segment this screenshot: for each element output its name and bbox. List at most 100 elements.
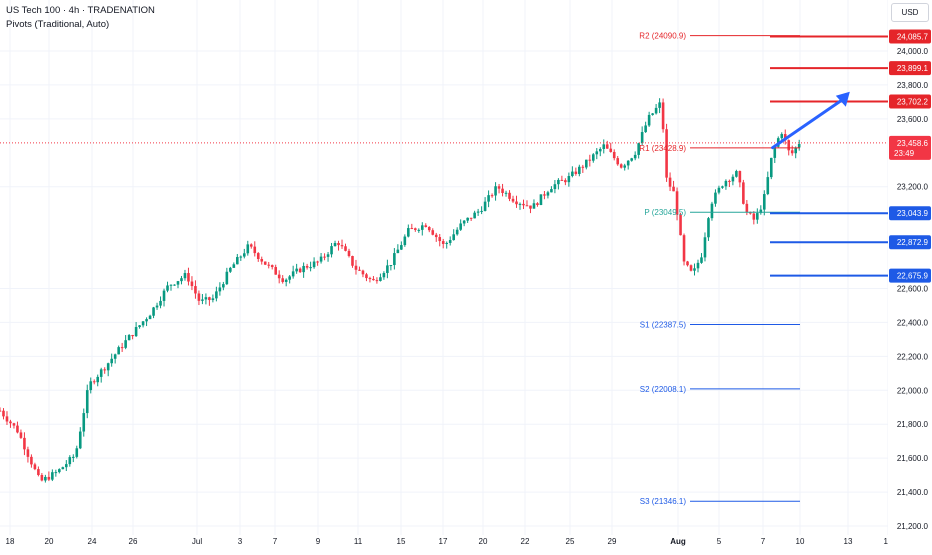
pivot-label: S1 (22387.5) — [640, 321, 687, 330]
candle-body — [110, 358, 113, 364]
candle-body — [661, 102, 665, 130]
candle-body — [330, 246, 333, 255]
candle-body — [459, 223, 462, 230]
candle-body — [201, 299, 204, 301]
candle-body — [291, 271, 295, 277]
candle-body — [696, 262, 700, 269]
candle-body — [790, 150, 794, 154]
candle-body — [134, 327, 138, 337]
candle-body — [361, 270, 365, 275]
candle-body — [68, 457, 72, 465]
candle-body — [162, 290, 166, 301]
candle-body — [26, 449, 30, 457]
candle-body — [131, 335, 134, 337]
candle-body — [347, 250, 351, 257]
candle-body — [316, 261, 319, 263]
candle-body — [448, 240, 452, 243]
candle-body — [89, 381, 93, 391]
x-tick-label: 17 — [439, 537, 448, 546]
candle-body — [208, 297, 211, 301]
candle-body — [47, 476, 51, 480]
candle-body — [173, 284, 176, 286]
symbol-title[interactable]: US Tech 100 · 4h · TRADENATION — [6, 5, 155, 16]
candle-body — [546, 192, 550, 196]
candle-body — [640, 132, 644, 144]
currency-button[interactable]: USD — [891, 3, 929, 22]
current-price-tag — [889, 135, 931, 160]
candle-body — [75, 448, 79, 457]
y-tick-label: 21,600.0 — [897, 454, 929, 463]
up-right-arrow-icon — [835, 91, 850, 107]
y-tick-label: 22,400.0 — [897, 318, 929, 327]
candle-body — [703, 237, 707, 258]
price-axis[interactable]: 24,000.0 23,800.0 23,600.0 23,200.0 22,600.0… — [888, 0, 932, 550]
candle-body — [431, 230, 435, 235]
candle-body — [194, 286, 197, 294]
candle-body — [222, 284, 225, 288]
candle-body — [78, 431, 82, 449]
x-tick-label: 5 — [717, 537, 722, 546]
candle-body — [581, 166, 585, 168]
support-price-tag — [889, 235, 931, 250]
candle-body — [644, 125, 647, 133]
candle-body — [637, 143, 640, 155]
candle-body — [239, 256, 243, 258]
candle-body — [445, 242, 449, 244]
x-tick-label: 11 — [354, 537, 363, 546]
candle-body — [407, 228, 410, 237]
candle-body — [396, 249, 400, 254]
candle-body — [438, 237, 442, 242]
candle-body — [518, 203, 522, 205]
candle-body — [368, 278, 372, 280]
pivot-label: R1 (23428.9) — [639, 144, 686, 153]
candle-body — [33, 464, 37, 470]
candle-body — [417, 229, 421, 231]
candle-body — [246, 244, 250, 254]
candle-body — [714, 192, 717, 204]
candle-body — [710, 203, 714, 219]
x-tick-label: 15 — [397, 537, 406, 546]
candle-body — [515, 201, 518, 205]
chart-svg[interactable]: 18202426Jul37911151720222529Aug57101315R… — [0, 0, 893, 550]
candle-body — [700, 257, 703, 263]
trend-arrow-line — [771, 97, 846, 150]
candle-body — [731, 176, 735, 182]
candle-body — [54, 472, 58, 474]
candle-body — [85, 390, 89, 414]
x-tick-label: 26 — [129, 537, 138, 546]
candle-body — [738, 171, 742, 183]
candle-body — [756, 213, 759, 220]
candle-body — [794, 147, 798, 154]
candle-body — [127, 335, 131, 341]
candle-body — [595, 151, 599, 155]
candle-body — [176, 281, 180, 285]
price-chart[interactable]: 18202426Jul37911151720222529Aug57101315R… — [0, 0, 893, 550]
y-tick-label: 22,000.0 — [897, 386, 929, 395]
resistance-price-tag — [889, 61, 931, 76]
candle-body — [630, 158, 633, 161]
candle-body — [229, 267, 232, 272]
candle-body — [148, 315, 152, 320]
candle-body — [619, 164, 623, 168]
candle-body — [441, 241, 445, 244]
candle-body — [2, 410, 5, 417]
candle-body — [462, 220, 466, 224]
candle-body — [319, 256, 323, 262]
chart-header: US Tech 100 · 4h · TRADENATION Pivots (T… — [6, 5, 155, 30]
candle-body — [728, 180, 731, 182]
candle-body — [693, 268, 696, 271]
candle-body — [236, 257, 239, 265]
candle-body — [30, 456, 33, 465]
candle-body — [665, 129, 668, 178]
countdown-label: 23:49 — [894, 149, 915, 158]
indicator-label[interactable]: Pivots (Traditional, Auto) — [6, 19, 110, 30]
candle-body — [117, 347, 120, 355]
candle-body — [651, 113, 654, 115]
candle-body — [605, 144, 609, 149]
candle-body — [452, 234, 455, 241]
y-tick-label: 23,600.0 — [897, 115, 929, 124]
candle-body — [326, 254, 330, 257]
candle-body — [769, 157, 773, 178]
candle-body — [124, 340, 127, 348]
candle-body — [309, 267, 312, 269]
